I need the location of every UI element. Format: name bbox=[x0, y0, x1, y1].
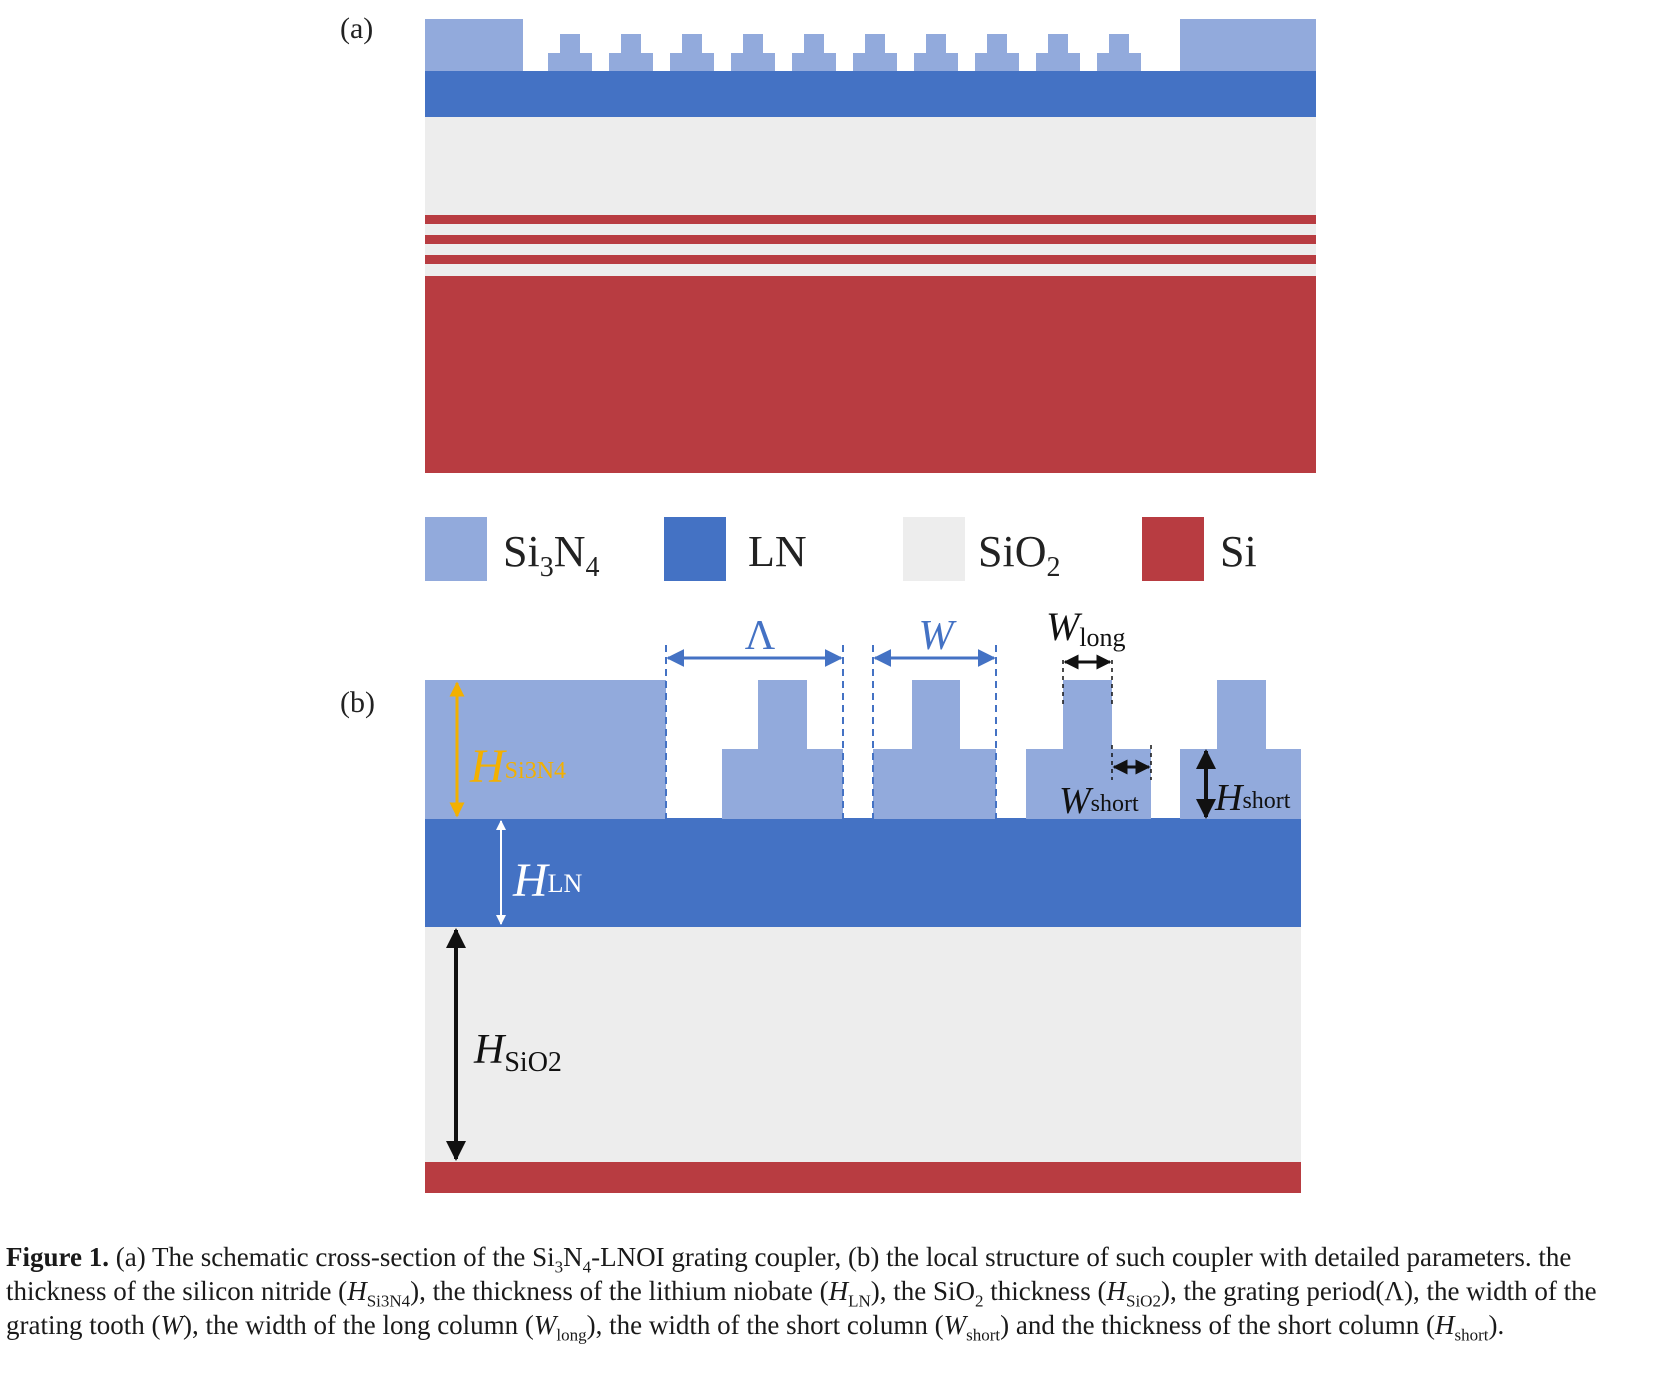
caption-text: ), the width of the long column ( bbox=[182, 1310, 534, 1340]
caption-symbol: H bbox=[828, 1276, 849, 1306]
legend-swatch-ln bbox=[664, 517, 726, 581]
figure-diagram: (a) Si3N4 LN SiO2 Si (b) bbox=[340, 12, 1316, 1193]
grating-tooth-a bbox=[1036, 34, 1080, 72]
caption-symbol: W bbox=[943, 1310, 967, 1340]
caption-symbol: H bbox=[1106, 1276, 1126, 1306]
caption-text: ), the thickness of the lithium niobate … bbox=[410, 1276, 829, 1306]
bragg-gap-1 bbox=[425, 224, 1316, 235]
w-long-label: Wlong bbox=[1046, 604, 1126, 652]
grating-teeth-a bbox=[548, 34, 1141, 72]
grating-tooth-a bbox=[609, 34, 653, 72]
bragg-gap-3 bbox=[425, 264, 1316, 276]
grating-tooth-a bbox=[548, 34, 592, 72]
dimension-period: Λ bbox=[665, 613, 844, 819]
legend-label-si3n4: Si3N4 bbox=[503, 527, 599, 583]
dimension-h-short: Hshort bbox=[1196, 749, 1291, 819]
caption-symbol: H bbox=[347, 1276, 367, 1306]
legend-label-sio2: SiO2 bbox=[978, 527, 1060, 583]
si3n4-pad-right-a bbox=[1180, 19, 1316, 72]
caption-sub: 2 bbox=[975, 1291, 984, 1311]
caption-sub: 4 bbox=[582, 1257, 592, 1277]
period-label: Λ bbox=[745, 613, 776, 659]
figure-caption: Figure 1. (a) The schematic cross-sectio… bbox=[6, 1240, 1656, 1345]
legend-label-ln: LN bbox=[748, 527, 807, 576]
h-si3n4-label: HSi3N4 bbox=[469, 740, 566, 793]
caption-text: ). bbox=[1488, 1310, 1505, 1340]
si-substrate-a bbox=[425, 276, 1316, 473]
h-short-label: Hshort bbox=[1214, 777, 1291, 819]
tooth-width-label: W bbox=[919, 613, 958, 659]
dimension-tooth-width: W bbox=[872, 613, 997, 819]
si-substrate-b bbox=[425, 1162, 1301, 1193]
caption-symbol: H bbox=[1435, 1310, 1455, 1340]
ln-layer-a bbox=[425, 71, 1316, 117]
caption-sub: short bbox=[1454, 1325, 1489, 1345]
caption-sub: short bbox=[966, 1325, 1001, 1345]
panel-a-cross-section bbox=[425, 19, 1316, 473]
bragg-gap-2 bbox=[425, 244, 1316, 255]
legend-swatch-si3n4 bbox=[425, 517, 487, 581]
caption-sub: long bbox=[556, 1325, 587, 1345]
grating-tooth-a bbox=[792, 34, 836, 72]
legend: Si3N4 LN SiO2 Si bbox=[425, 517, 1257, 583]
grating-tooth-a bbox=[670, 34, 714, 72]
si3n4-pad-left-a bbox=[425, 19, 523, 72]
panel-a-label: (a) bbox=[340, 12, 373, 45]
caption-text: (a) The schematic cross-section of the S… bbox=[109, 1242, 555, 1272]
grating-tooth-2 bbox=[873, 680, 996, 819]
grating-tooth-3 bbox=[1026, 680, 1151, 819]
bragg-stripe-2 bbox=[425, 235, 1316, 244]
h-ln-label: HLN bbox=[512, 854, 583, 907]
bragg-stripe-3 bbox=[425, 255, 1316, 264]
grating-tooth-a bbox=[1097, 34, 1141, 72]
w-short-label: Wshort bbox=[1059, 780, 1139, 822]
grating-tooth-a bbox=[731, 34, 775, 72]
bragg-stripe-1 bbox=[425, 215, 1316, 224]
caption-label: Figure 1. bbox=[6, 1242, 109, 1272]
dimension-w-short: Wshort bbox=[1059, 745, 1152, 822]
panel-b-local-structure bbox=[425, 680, 1301, 1193]
si3n4-pad-b bbox=[425, 680, 666, 819]
caption-text: -LNOI grating coupler, (b) the local str… bbox=[6, 1242, 1572, 1306]
grating-tooth-1 bbox=[722, 680, 843, 819]
dimension-h-ln: HLN bbox=[496, 820, 583, 925]
caption-text: ) and the thickness of the short column … bbox=[1000, 1310, 1435, 1340]
grating-tooth-a bbox=[975, 34, 1019, 72]
legend-swatch-si bbox=[1142, 517, 1204, 581]
caption-text: ), the grating period(Λ), the width of t… bbox=[6, 1276, 1597, 1340]
grating-tooth-a bbox=[914, 34, 958, 72]
caption-symbol: W bbox=[160, 1310, 183, 1340]
caption-sub: Si3N4 bbox=[366, 1291, 411, 1311]
legend-swatch-sio2 bbox=[903, 517, 965, 581]
caption-symbol: W bbox=[533, 1310, 557, 1340]
sio2-layer-a bbox=[425, 117, 1316, 215]
caption-text: ), the width of the short column ( bbox=[586, 1310, 944, 1340]
dimension-w-long: Wlong bbox=[1046, 604, 1126, 705]
caption-text: thickness ( bbox=[983, 1276, 1107, 1306]
caption-sub: 3 bbox=[554, 1257, 564, 1277]
h-sio2-label: HSiO2 bbox=[473, 1027, 562, 1078]
dimension-h-si3n4: HSi3N4 bbox=[449, 681, 566, 818]
ln-layer-b bbox=[425, 818, 1301, 927]
panel-b-label: (b) bbox=[340, 686, 375, 719]
caption-text: ), the SiO bbox=[870, 1276, 975, 1306]
caption-text: N bbox=[563, 1242, 583, 1272]
caption-sub: LN bbox=[848, 1291, 871, 1311]
legend-label-si: Si bbox=[1220, 527, 1257, 576]
sio2-layer-b bbox=[425, 927, 1301, 1162]
grating-tooth-a bbox=[853, 34, 897, 72]
caption-sub: SiO2 bbox=[1125, 1291, 1161, 1311]
dimension-h-sio2: HSiO2 bbox=[446, 928, 562, 1161]
